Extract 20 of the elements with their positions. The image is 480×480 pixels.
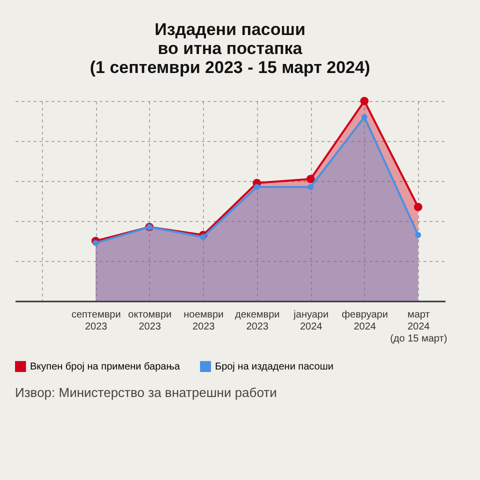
point	[200, 234, 206, 240]
x-tick-label: октомври 2023	[128, 310, 172, 332]
x-tick-label: декември 2023	[234, 310, 280, 332]
text: Извор: Министерство за внатрешни работи	[14, 384, 278, 402]
point	[415, 232, 422, 238]
point	[360, 96, 369, 106]
point	[254, 184, 260, 190]
x-tick-label: март 2024 (до 15 март)	[390, 310, 448, 344]
legend-label: Број на издадени пасоши	[215, 362, 334, 373]
x-tick-label: ноември 2023	[184, 310, 224, 332]
point	[92, 240, 99, 246]
x-tick-label: септември 2023	[71, 310, 121, 332]
point	[361, 114, 368, 120]
chart-title: Издадени пасоши во итна постапка (1 септември 2023 - 15 март 2024)	[90, 20, 370, 77]
point	[414, 202, 422, 212]
point	[306, 174, 315, 184]
x-tick-label: јануари 2024	[292, 310, 329, 332]
legend-label: Вкупен број на примени барања	[30, 362, 180, 373]
point	[308, 184, 314, 190]
x-tick-label: февруари 2024	[342, 310, 388, 332]
